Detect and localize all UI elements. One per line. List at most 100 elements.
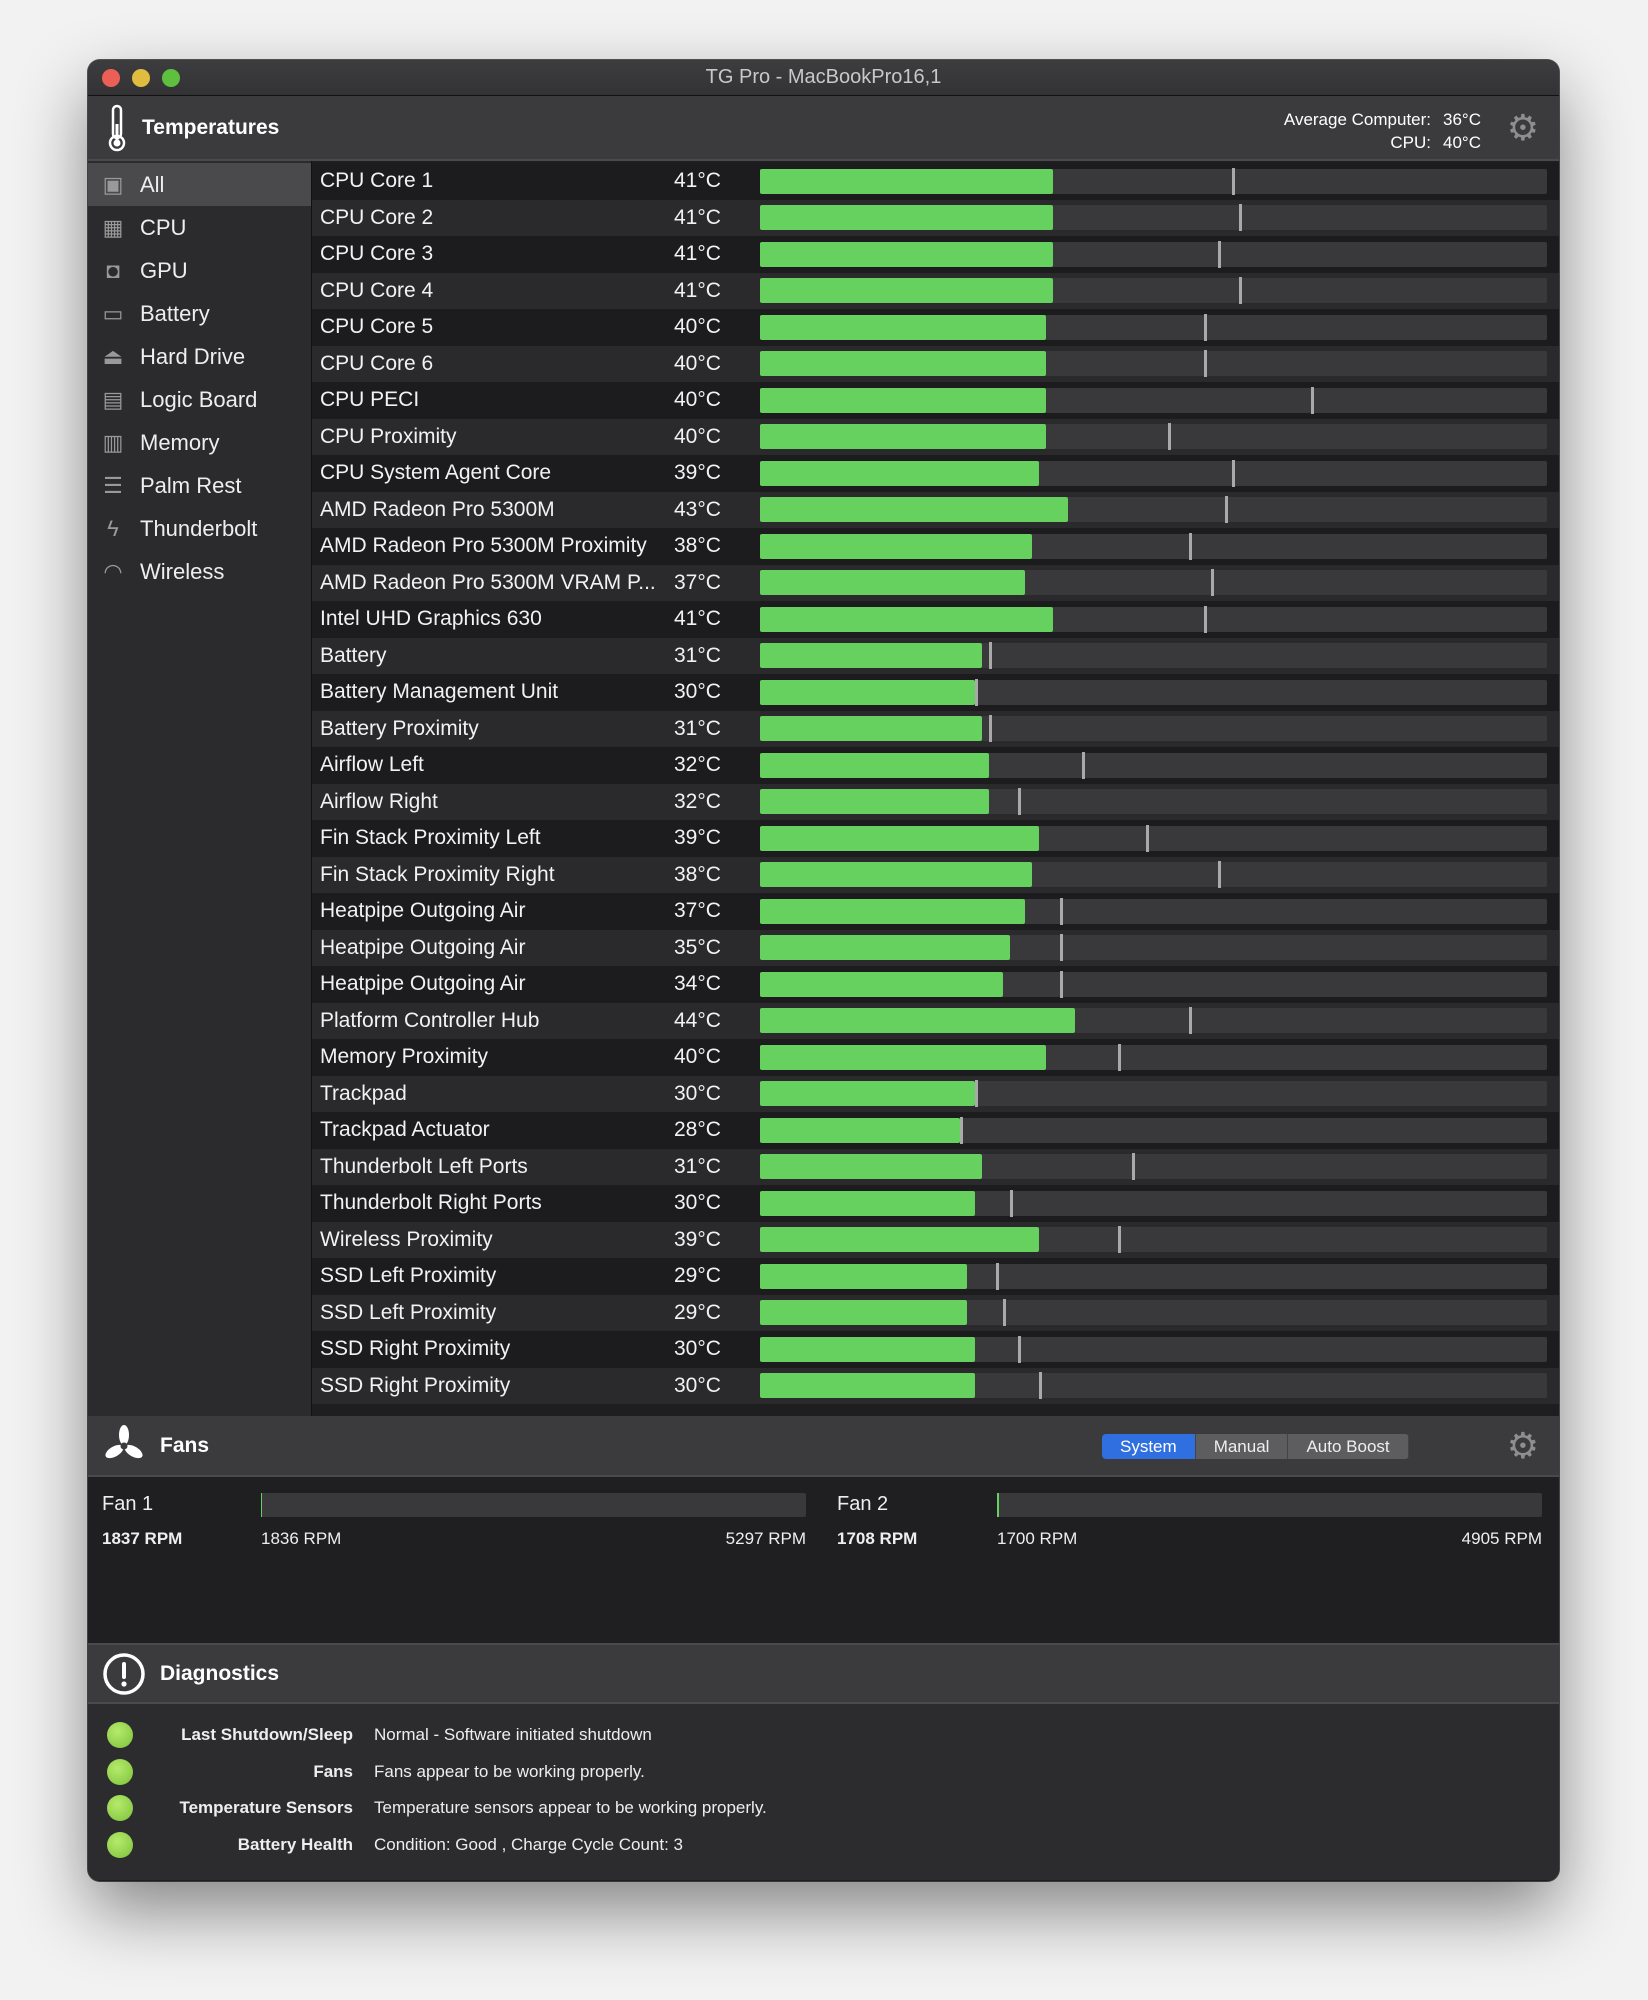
sensor-temperature: 44°C: [674, 1008, 721, 1032]
sidebar-item-battery[interactable]: ▭ Battery: [88, 292, 311, 335]
sensor-name: Platform Controller Hub: [320, 1008, 540, 1032]
sensor-bar: [760, 204, 1547, 232]
close-button[interactable]: [102, 69, 120, 87]
fans-settings-gear-icon[interactable]: ⚙: [1506, 1424, 1539, 1466]
sensor-row[interactable]: AMD Radeon Pro 5300M 43°C: [312, 491, 1559, 528]
sensor-name: Wireless Proximity: [320, 1227, 493, 1251]
computer-icon: ▣: [102, 171, 124, 197]
sensor-row[interactable]: CPU Core 6 40°C: [312, 345, 1559, 382]
sensor-row[interactable]: SSD Right Proximity 30°C: [312, 1367, 1559, 1404]
sidebar-item-hard-drive[interactable]: ⏏ Hard Drive: [88, 335, 311, 378]
sidebar-item-logic-board[interactable]: ▤ Logic Board: [88, 378, 311, 421]
sensor-max-marker: [1060, 970, 1064, 998]
status-good-icon: [107, 1831, 133, 1858]
fan-mode-auto-boost[interactable]: Auto Boost: [1288, 1434, 1409, 1459]
sensor-bar: [760, 1299, 1547, 1327]
sensor-row[interactable]: CPU Core 2 41°C: [312, 199, 1559, 236]
sensor-temperature: 40°C: [674, 424, 721, 448]
sensor-bar: [760, 459, 1547, 487]
sidebar-item-label: Memory: [140, 429, 220, 455]
sensor-row[interactable]: Platform Controller Hub 44°C: [312, 1002, 1559, 1039]
sensor-row[interactable]: AMD Radeon Pro 5300M Proximity 38°C: [312, 528, 1559, 565]
sensor-temperature: 41°C: [674, 169, 721, 193]
sensor-row[interactable]: Thunderbolt Left Ports 31°C: [312, 1148, 1559, 1185]
sensor-max-marker: [1203, 350, 1207, 378]
fan-label: Fan 2: [837, 1493, 889, 1515]
sensor-bar-fill: [760, 533, 1032, 559]
zoom-button[interactable]: [162, 69, 180, 87]
sensor-row[interactable]: CPU Proximity 40°C: [312, 418, 1559, 455]
sensor-row[interactable]: Fin Stack Proximity Right 38°C: [312, 856, 1559, 893]
sensor-row[interactable]: Intel UHD Graphics 630 41°C: [312, 601, 1559, 638]
diagnostic-value: Temperature sensors appear to be working…: [374, 1798, 767, 1818]
sensor-bar: [760, 350, 1547, 378]
sensor-bar: [760, 313, 1547, 341]
sensor-bar-fill: [760, 1081, 975, 1107]
sidebar-item-thunderbolt[interactable]: ϟ Thunderbolt: [88, 507, 311, 550]
fan-speed-fill: [997, 1493, 999, 1517]
diagnostic-value: Condition: Good , Charge Cycle Count: 3: [374, 1834, 684, 1854]
sidebar-item-memory[interactable]: ▥ Memory: [88, 421, 311, 464]
sensor-row[interactable]: SSD Right Proximity 30°C: [312, 1331, 1559, 1368]
temperatures-settings-gear-icon[interactable]: ⚙: [1506, 106, 1539, 148]
sensor-bar: [760, 386, 1547, 414]
sensor-name: Thunderbolt Left Ports: [320, 1154, 528, 1178]
sensor-row[interactable]: CPU System Agent Core 39°C: [312, 455, 1559, 492]
sensor-row[interactable]: Heatpipe Outgoing Air 37°C: [312, 893, 1559, 930]
fan-current-rpm: 1708 RPM: [837, 1529, 918, 1548]
sensor-bar-fill: [760, 1336, 975, 1362]
sensor-temperature: 28°C: [674, 1118, 721, 1142]
sensor-row[interactable]: Memory Proximity 40°C: [312, 1039, 1559, 1076]
sensor-max-marker: [1232, 167, 1236, 195]
sensor-row[interactable]: CPU Core 5 40°C: [312, 309, 1559, 346]
sensor-bar-fill: [760, 241, 1054, 267]
sensor-row[interactable]: SSD Left Proximity 29°C: [312, 1258, 1559, 1295]
diagnostics-title: Diagnostics: [160, 1661, 280, 1685]
sensor-max-marker: [1132, 1153, 1136, 1181]
sensor-row[interactable]: Trackpad Actuator 28°C: [312, 1112, 1559, 1149]
title-bar[interactable]: TG Pro - MacBookPro16,1: [88, 60, 1559, 96]
sensor-bar: [760, 1189, 1547, 1217]
sensor-row[interactable]: Trackpad 30°C: [312, 1075, 1559, 1112]
sensor-name: CPU Proximity: [320, 424, 457, 448]
sensor-row[interactable]: AMD Radeon Pro 5300M VRAM P... 37°C: [312, 564, 1559, 601]
sidebar-item-all[interactable]: ▣ All: [88, 163, 311, 206]
sensor-row[interactable]: Battery Proximity 31°C: [312, 710, 1559, 747]
sensor-row[interactable]: Airflow Left 32°C: [312, 747, 1559, 784]
sensor-name: Fin Stack Proximity Right: [320, 862, 555, 886]
sensor-row[interactable]: Fin Stack Proximity Left 39°C: [312, 820, 1559, 857]
sensor-row[interactable]: SSD Left Proximity 29°C: [312, 1294, 1559, 1331]
fan-mode-manual[interactable]: Manual: [1195, 1434, 1289, 1459]
sensor-temperature: 30°C: [674, 1373, 721, 1397]
fan-mode-system[interactable]: System: [1102, 1434, 1196, 1459]
sidebar-item-wireless[interactable]: ◠ Wireless: [88, 550, 311, 593]
diagnostic-row: Fans Fans appear to be working properly.: [88, 1754, 1559, 1790]
sensor-row[interactable]: CPU PECI 40°C: [312, 382, 1559, 419]
sensor-row[interactable]: CPU Core 4 41°C: [312, 272, 1559, 309]
sensor-bar-fill: [760, 643, 982, 669]
sensor-name: Battery Management Unit: [320, 680, 559, 704]
sensor-temperature: 39°C: [674, 1227, 721, 1251]
sensor-row[interactable]: Battery 31°C: [312, 637, 1559, 674]
sensor-row[interactable]: Heatpipe Outgoing Air 35°C: [312, 929, 1559, 966]
fans-title: Fans: [160, 1433, 210, 1457]
sensor-name: Thunderbolt Right Ports: [320, 1191, 542, 1215]
sensor-row[interactable]: CPU Core 3 41°C: [312, 236, 1559, 273]
sensor-bar: [760, 1335, 1547, 1363]
sensor-row[interactable]: Battery Management Unit 30°C: [312, 674, 1559, 711]
sensor-row[interactable]: Thunderbolt Right Ports 30°C: [312, 1185, 1559, 1222]
sensor-bar: [760, 1372, 1547, 1400]
sensor-row[interactable]: CPU Core 1 41°C: [312, 163, 1559, 200]
sidebar-item-gpu[interactable]: ◘ GPU: [88, 249, 311, 292]
minimize-button[interactable]: [132, 69, 150, 87]
sidebar-item-palm-rest[interactable]: ☰ Palm Rest: [88, 464, 311, 507]
sensor-row[interactable]: Airflow Right 32°C: [312, 783, 1559, 820]
sensor-row[interactable]: Wireless Proximity 39°C: [312, 1221, 1559, 1258]
sidebar-item-cpu[interactable]: ▦ CPU: [88, 206, 311, 249]
sensor-row[interactable]: Heatpipe Outgoing Air 34°C: [312, 966, 1559, 1003]
sidebar-item-label: All: [140, 171, 165, 197]
status-good-icon: [107, 1722, 133, 1748]
sidebar: ▣ All ▦ CPU ◘ GPU ▭ Battery ⏏ Hard Drive ▤ Logic Bo…: [88, 161, 312, 1416]
sensor-name: Trackpad: [320, 1081, 407, 1105]
sensor-name: SSD Right Proximity: [320, 1337, 511, 1361]
